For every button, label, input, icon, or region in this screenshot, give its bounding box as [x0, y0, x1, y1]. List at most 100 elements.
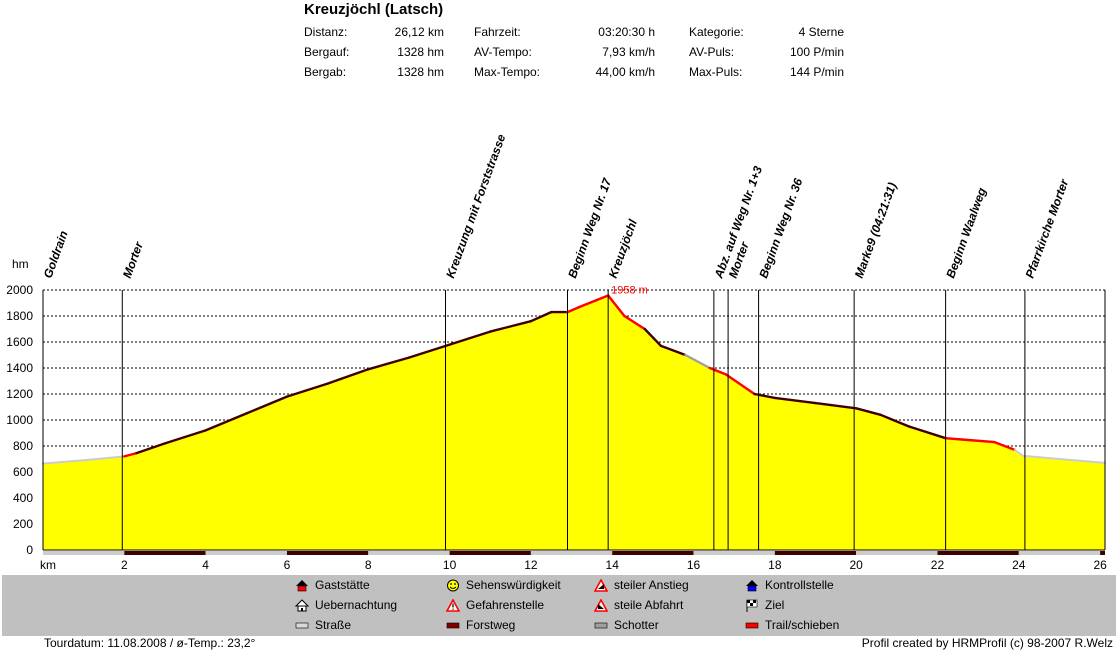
y-tick-label: 1400: [6, 361, 33, 375]
waypoint-label: Beginn Weg Nr. 17: [565, 175, 615, 280]
legend-item: Gefahrenstelle: [445, 598, 545, 612]
x-tick-label: 26: [1093, 558, 1107, 572]
profile-segment: [773, 396, 817, 405]
elevation-area: [43, 295, 1105, 550]
waypoint-label: Kreuzjöchl: [606, 217, 640, 280]
x-tick-label: 16: [687, 558, 701, 572]
legend-item: Uebernachtung: [294, 598, 398, 612]
legend-item: steiler Anstieg: [593, 578, 689, 592]
smiley-icon: [447, 579, 459, 592]
legend-item: Forstweg: [446, 618, 515, 632]
y-tick-label: 1600: [6, 335, 33, 349]
house-red-icon: [296, 580, 308, 592]
surface-bar-segment: [774, 551, 857, 555]
stat-value: 44,00 km/h: [595, 65, 655, 79]
legend-icon-holder: [593, 598, 609, 612]
legend-item: Gaststätte: [295, 578, 370, 592]
x-tick-label: 14: [606, 558, 620, 572]
legend-icon-holder: [446, 579, 460, 592]
legend-icon-holder: [445, 598, 461, 612]
stat-value: 144 P/min: [789, 65, 844, 79]
legend-icon-holder: [745, 599, 759, 612]
legend-icon-holder: [593, 578, 609, 592]
y-tick-label: 800: [13, 439, 33, 453]
page-title: Kreuzjöchl (Latsch): [304, 1, 444, 18]
road-swatch-icon: [295, 622, 309, 629]
profile-segment: [814, 401, 858, 410]
stat-value: 100 P/min: [789, 45, 844, 59]
stat-label: AV-Tempo:: [474, 45, 532, 59]
stat-value: 7,93 km/h: [602, 45, 655, 59]
stat-value: 03:20:30 h: [598, 25, 655, 39]
stat-value: 1328 hm: [397, 45, 444, 59]
profile-segment: [123, 451, 138, 458]
profile-segment: [448, 330, 492, 346]
x-tick-label: 4: [202, 558, 209, 572]
waypoint-label: Pfarrkirche Morter: [1023, 176, 1072, 280]
profile-segment: [578, 299, 598, 309]
profile-segment: [489, 320, 533, 333]
legend-item: Straße: [295, 618, 351, 632]
profile-segment: [1058, 458, 1106, 464]
waypoint-label: Goldrain: [41, 229, 71, 280]
profile-segment: [708, 366, 728, 376]
legend-label: Forstweg: [466, 618, 516, 632]
profile-segment: [879, 413, 911, 428]
legend-icon-holder: [446, 619, 460, 631]
stat-value: 26,12 km: [394, 25, 444, 39]
x-axis-label: km: [40, 558, 56, 572]
profile-segment: [1021, 454, 1061, 460]
legend-item: Schotter: [594, 618, 659, 632]
legend-icon-holder: [295, 619, 309, 631]
y-axis-label: hm: [12, 257, 29, 271]
profile-segment: [643, 327, 663, 348]
legend-icon-holder: [594, 619, 608, 631]
profile-segment: [724, 373, 756, 396]
stat-label: Max-Puls:: [689, 65, 743, 79]
y-tick-label: 0: [26, 543, 33, 557]
surface-bar-segment: [530, 551, 613, 555]
stat-label: Bergauf:: [304, 45, 350, 59]
y-tick-label: 1800: [6, 309, 33, 323]
legend-label: Trail/schieben: [765, 618, 840, 632]
y-tick-label: 600: [13, 465, 33, 479]
profile-segment: [407, 343, 451, 359]
profile-segment: [854, 407, 882, 416]
waypoint-label: Marke9 (04:21:31): [852, 181, 900, 280]
profile-segment: [684, 353, 711, 370]
gravel-swatch-icon: [594, 622, 608, 629]
legend-label: Sehenswürdigkeit: [466, 578, 561, 592]
profile-segment: [42, 459, 85, 465]
x-tick-label: 12: [524, 558, 538, 572]
legend-label: Gaststätte: [315, 578, 370, 592]
profile-segment: [163, 429, 207, 445]
surface-bar-segment: [1018, 551, 1101, 555]
profile-segment: [245, 395, 289, 415]
warning-triangle-icon: [445, 598, 461, 612]
trail-swatch-icon: [745, 622, 759, 629]
legend-item: Sehenswürdigkeit: [446, 578, 561, 592]
x-tick-label: 10: [443, 558, 457, 572]
finish-flag-icon: [746, 599, 758, 612]
legend-icon-holder: [294, 599, 310, 612]
profile-segment: [326, 368, 370, 385]
legend-item: Trail/schieben: [745, 618, 839, 632]
legend-icon-holder: [745, 579, 759, 592]
legend-icon-holder: [295, 579, 309, 592]
elevation-chart: Goldrain Morter Kreuzung mit Forststrasse B…: [6, 132, 1107, 572]
profile-segment: [659, 344, 687, 357]
x-tick-label: 8: [365, 558, 372, 572]
surface-bar-segment: [205, 551, 287, 555]
stat-label: AV-Puls:: [689, 45, 735, 59]
profile-segment: [135, 442, 167, 455]
surface-bar-segment: [286, 551, 369, 555]
y-tick-label: 2000: [6, 283, 33, 297]
surface-bar-segment: [449, 551, 531, 555]
legend-label: Gefahrenstelle: [466, 598, 545, 612]
legend-label: Uebernachtung: [315, 598, 398, 612]
hut-icon: [294, 599, 310, 612]
profile-segment: [1013, 448, 1024, 457]
profile-segment: [566, 305, 581, 314]
legend-item: Ziel: [745, 598, 784, 612]
surface-bar-segment: [856, 551, 938, 555]
